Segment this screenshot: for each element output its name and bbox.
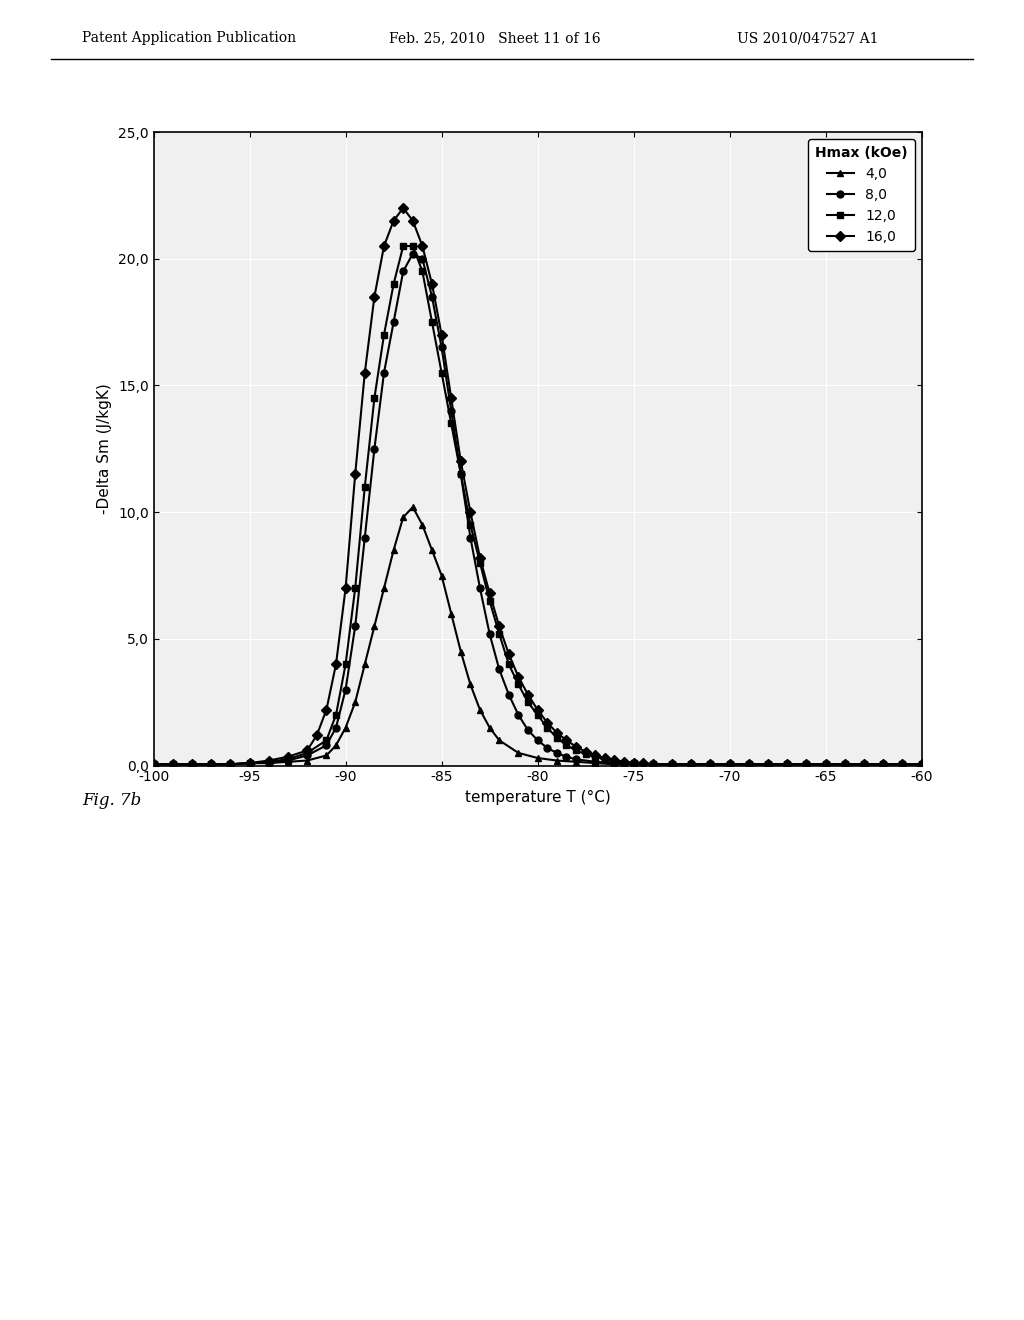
12,0 [378, 327, 390, 343]
4,0 [397, 510, 410, 525]
12,0 [915, 756, 928, 772]
4,0 [800, 756, 812, 772]
12,0 [185, 756, 198, 772]
4,0 [819, 756, 831, 772]
4,0 [185, 756, 198, 772]
16,0 [915, 756, 928, 772]
4,0 [244, 755, 256, 771]
4,0 [483, 719, 496, 735]
8,0 [147, 756, 160, 772]
Line: 12,0: 12,0 [151, 243, 925, 768]
4,0 [455, 644, 467, 660]
12,0 [474, 554, 486, 570]
X-axis label: temperature T (°C): temperature T (°C) [465, 789, 610, 805]
16,0 [637, 755, 649, 771]
4,0 [301, 752, 313, 768]
4,0 [321, 747, 333, 763]
4,0 [358, 656, 371, 672]
16,0 [147, 756, 160, 772]
12,0 [608, 754, 621, 770]
4,0 [858, 756, 870, 772]
4,0 [369, 618, 381, 634]
12,0 [617, 755, 630, 771]
4,0 [551, 752, 563, 768]
4,0 [147, 756, 160, 772]
16,0 [185, 756, 198, 772]
Text: Fig. 7b: Fig. 7b [82, 792, 141, 809]
Text: Feb. 25, 2010   Sheet 11 of 16: Feb. 25, 2010 Sheet 11 of 16 [389, 32, 601, 45]
4,0 [416, 517, 428, 533]
8,0 [551, 744, 563, 760]
4,0 [435, 568, 447, 583]
16,0 [310, 727, 323, 743]
12,0 [147, 756, 160, 772]
4,0 [464, 677, 476, 693]
16,0 [262, 752, 274, 768]
4,0 [569, 754, 582, 770]
4,0 [339, 719, 351, 735]
Line: 8,0: 8,0 [151, 251, 925, 768]
4,0 [685, 756, 697, 772]
4,0 [262, 755, 274, 771]
4,0 [387, 543, 399, 558]
4,0 [224, 756, 237, 772]
12,0 [397, 238, 410, 253]
8,0 [321, 738, 333, 754]
4,0 [426, 543, 438, 558]
4,0 [378, 581, 390, 597]
8,0 [915, 756, 928, 772]
Line: 4,0: 4,0 [151, 504, 925, 768]
4,0 [877, 756, 889, 772]
4,0 [407, 499, 419, 515]
Line: 16,0: 16,0 [151, 205, 925, 768]
4,0 [628, 756, 640, 772]
8,0 [522, 722, 535, 738]
4,0 [330, 738, 342, 754]
4,0 [915, 756, 928, 772]
4,0 [493, 733, 505, 748]
Text: Patent Application Publication: Patent Application Publication [82, 32, 296, 45]
16,0 [522, 686, 535, 702]
4,0 [705, 756, 717, 772]
4,0 [839, 756, 851, 772]
4,0 [531, 750, 544, 766]
4,0 [205, 756, 217, 772]
4,0 [762, 756, 774, 772]
Text: US 2010/047527 A1: US 2010/047527 A1 [737, 32, 879, 45]
16,0 [397, 201, 410, 216]
4,0 [349, 694, 361, 710]
Legend: 4,0, 8,0, 12,0, 16,0: 4,0, 8,0, 12,0, 16,0 [808, 139, 914, 251]
16,0 [369, 289, 381, 305]
12,0 [205, 756, 217, 772]
4,0 [445, 606, 458, 622]
4,0 [742, 756, 755, 772]
8,0 [407, 246, 419, 261]
4,0 [646, 756, 658, 772]
8,0 [435, 339, 447, 355]
4,0 [896, 756, 908, 772]
8,0 [608, 755, 621, 771]
4,0 [282, 754, 294, 770]
4,0 [167, 756, 179, 772]
8,0 [541, 741, 553, 756]
4,0 [589, 755, 601, 771]
Y-axis label: -Delta Sm (J/kgK): -Delta Sm (J/kgK) [97, 383, 113, 515]
4,0 [474, 702, 486, 718]
4,0 [608, 756, 621, 772]
4,0 [512, 744, 524, 760]
4,0 [781, 756, 794, 772]
4,0 [666, 756, 678, 772]
4,0 [723, 756, 735, 772]
